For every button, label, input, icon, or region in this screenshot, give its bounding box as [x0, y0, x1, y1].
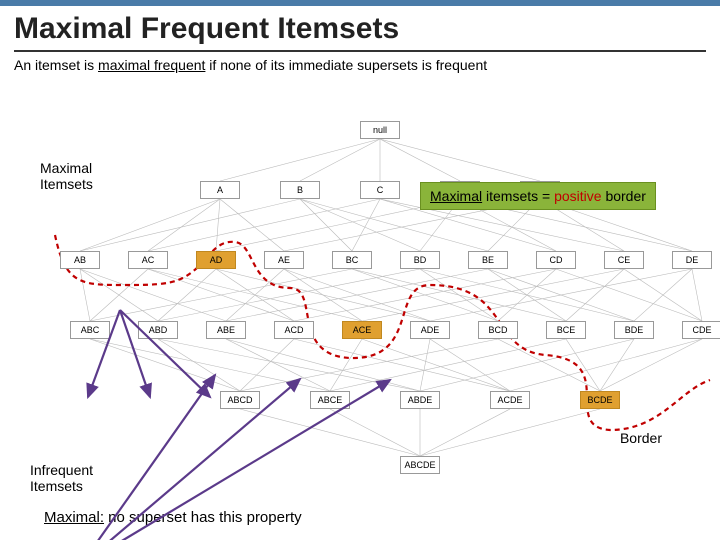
label-infrequent-itemsets: Infrequent Itemsets: [30, 462, 120, 494]
node-A: A: [200, 181, 240, 199]
node-null: null: [360, 121, 400, 139]
node-ABCDE: ABCDE: [400, 456, 440, 474]
node-DE: DE: [672, 251, 712, 269]
node-ABCD: ABCD: [220, 391, 260, 409]
node-BC: BC: [332, 251, 372, 269]
node-AB: AB: [60, 251, 100, 269]
node-ACE: ACE: [342, 321, 382, 339]
node-CE: CE: [604, 251, 644, 269]
node-BCDE: BCDE: [580, 391, 620, 409]
node-CDE: CDE: [682, 321, 720, 339]
node-BDE: BDE: [614, 321, 654, 339]
callout-word-border: border: [602, 188, 646, 204]
node-AE: AE: [264, 251, 304, 269]
bottom-word-maximal: Maximal:: [44, 509, 104, 526]
subtitle-highlight: maximal frequent: [98, 57, 205, 73]
node-ADE: ADE: [410, 321, 450, 339]
slide-subtitle: An itemset is maximal frequent if none o…: [0, 52, 660, 76]
callout-word-positive: positive: [554, 188, 601, 204]
node-ACD: ACD: [274, 321, 314, 339]
bottom-rest: no superset has this property: [104, 509, 302, 526]
node-CD: CD: [536, 251, 576, 269]
lattice-diagram: Maximal Itemsets Maximal itemsets = posi…: [0, 110, 720, 490]
node-AC: AC: [128, 251, 168, 269]
node-AD: AD: [196, 251, 236, 269]
label-border: Border: [620, 430, 662, 446]
node-BCD: BCD: [478, 321, 518, 339]
callout-positive-border: Maximal itemsets = positive border: [420, 182, 656, 210]
node-ABC: ABC: [70, 321, 110, 339]
node-ABCE: ABCE: [310, 391, 350, 409]
node-ACDE: ACDE: [490, 391, 530, 409]
callout-word-maximal: Maximal: [430, 188, 482, 204]
node-ABDE: ABDE: [400, 391, 440, 409]
subtitle-pre: An itemset is: [14, 57, 98, 73]
node-BE: BE: [468, 251, 508, 269]
bottom-note: Maximal: no superset has this property: [44, 509, 302, 526]
subtitle-post: if none of its immediate supersets is fr…: [205, 57, 487, 73]
node-ABD: ABD: [138, 321, 178, 339]
node-BCE: BCE: [546, 321, 586, 339]
callout-eq: itemsets =: [482, 188, 554, 204]
node-BD: BD: [400, 251, 440, 269]
node-C: C: [360, 181, 400, 199]
node-ABE: ABE: [206, 321, 246, 339]
label-maximal-itemsets: Maximal Itemsets: [40, 160, 120, 192]
slide-title: Maximal Frequent Itemsets: [0, 6, 720, 50]
node-B: B: [280, 181, 320, 199]
